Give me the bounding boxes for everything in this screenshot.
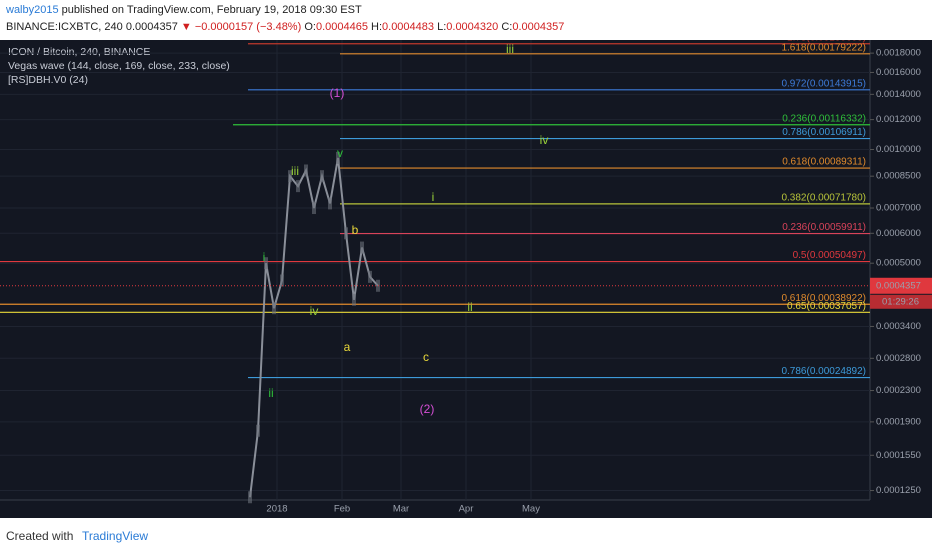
close-value: 0.0004357 xyxy=(512,21,565,33)
fib-label: 0.972(0.00143915) xyxy=(781,78,866,89)
fib-label: 0.786(0.00106911) xyxy=(782,127,866,138)
legend-indicator: Vegas wave (144, close, 169, close, 233,… xyxy=(8,60,230,72)
last-price-tag xyxy=(870,277,932,294)
fib-label: 0.382(0.00071780) xyxy=(781,193,866,204)
footer: Created with TradingView xyxy=(0,518,932,550)
price-candle xyxy=(320,170,324,183)
change: ▼ −0.0000157 (−3.48%) xyxy=(180,21,302,33)
wave-label: iii xyxy=(506,42,514,56)
wave-label: iv xyxy=(540,133,549,147)
y-tick-label: 0.0002800 xyxy=(876,353,921,364)
low: L: xyxy=(437,21,447,33)
y-tick-label: 0.0003400 xyxy=(876,321,921,332)
brand[interactable]: TradingView xyxy=(82,529,149,543)
y-tick-label: 0.0014000 xyxy=(876,89,921,100)
fib-label: 0.5(0.00050497) xyxy=(793,250,866,261)
price-candle xyxy=(248,491,252,504)
fib-label: 0.786(0.00024892) xyxy=(781,366,866,377)
wave-label: a xyxy=(344,340,351,354)
wave-label: (1) xyxy=(330,86,345,100)
price-candle xyxy=(368,270,372,283)
fib-label: 0.618(0.00089311) xyxy=(782,157,866,168)
wave-label: i xyxy=(432,190,435,204)
y-tick-label: 0.0012000 xyxy=(876,114,921,125)
y-tick-label: 0.0002300 xyxy=(876,385,921,396)
wave-label: v xyxy=(337,146,343,160)
fib-label: 0.618(0.00038922) xyxy=(781,293,866,304)
y-tick-label: 0.0001550 xyxy=(876,450,921,461)
fib-label: 0.236(0.00116332) xyxy=(782,113,866,124)
close: C: xyxy=(501,21,513,33)
price-candle xyxy=(264,257,268,270)
low-value: 0.0004320 xyxy=(446,21,499,33)
header: walby2015 published on TradingView.com, … xyxy=(0,0,932,40)
x-tick-label: May xyxy=(522,504,540,515)
x-tick-label: Feb xyxy=(334,504,350,515)
published: published on TradingView.com, February 1… xyxy=(61,4,362,16)
price-candle xyxy=(312,202,316,215)
price-candle xyxy=(360,241,364,254)
wave-label: (2) xyxy=(420,402,435,416)
fib-label: 1.75(0.00190609) xyxy=(787,40,866,43)
price-candle xyxy=(296,180,300,193)
timer-tag xyxy=(870,294,932,309)
y-tick-label: 0.0008500 xyxy=(876,171,921,182)
fib-label: 0.65(0.00037057) xyxy=(787,301,866,312)
x-tick-label: Apr xyxy=(459,504,474,515)
y-tick-label: 0.0010000 xyxy=(876,144,921,155)
y-tick-label: 0.0018000 xyxy=(876,48,921,59)
chart: ICON / Bitcoin, 240, BINANCE Vegas wave … xyxy=(0,40,932,518)
wave-label: ii xyxy=(467,300,472,314)
fib-label: 1.618(0.00179222) xyxy=(781,42,866,53)
price-candle xyxy=(336,151,340,164)
publish-line: walby2015 published on TradingView.com, … xyxy=(6,4,362,16)
y-tick-label: 0.0007000 xyxy=(876,203,921,214)
price-candle xyxy=(256,424,260,437)
price-candle xyxy=(288,170,292,183)
last-price-label: 0.0004357 xyxy=(876,280,921,291)
price-candle xyxy=(344,227,348,240)
high-value: 0.0004483 xyxy=(382,21,435,33)
x-tick-label: Mar xyxy=(393,504,409,515)
x-tick-label: 2018 xyxy=(266,504,287,515)
wave-label: i xyxy=(263,250,266,264)
wave-label: iv xyxy=(310,304,319,318)
price-candle xyxy=(304,164,308,177)
author[interactable]: walby2015 xyxy=(6,4,59,16)
wave-label: b xyxy=(352,223,359,237)
quote-line: BINANCE:ICXBTC, 240 0.0004357 ▼ −0.00001… xyxy=(6,21,564,33)
price-candle xyxy=(280,274,284,287)
created-with: Created with xyxy=(6,529,74,543)
open-value: 0.0004465 xyxy=(315,21,368,33)
y-tick-label: 0.0016000 xyxy=(876,67,921,78)
timer-label: 01:29:26 xyxy=(882,296,919,307)
price-candle xyxy=(352,293,356,306)
price-candle xyxy=(272,302,276,315)
last: 0.0004357 xyxy=(125,21,178,33)
symbol: BINANCE:ICXBTC, 240 xyxy=(6,21,123,33)
fib-label: 0.236(0.00059911) xyxy=(782,222,866,233)
y-tick-label: 0.0006000 xyxy=(876,228,921,239)
y-tick-label: 0.0005000 xyxy=(876,258,921,269)
wave-label: ii xyxy=(268,386,273,400)
high: H: xyxy=(371,21,383,33)
legend-indicator: [RS]DBH.V0 (24) xyxy=(8,74,88,86)
y-tick-label: 0.0001250 xyxy=(876,485,921,496)
legend-symbol: ICON / Bitcoin, 240, BINANCE xyxy=(8,46,150,58)
y-tick-label: 0.0001900 xyxy=(876,416,921,427)
price-candle xyxy=(328,197,332,210)
wave-label: c xyxy=(423,350,429,364)
open: O: xyxy=(304,21,316,33)
wave-label: iii xyxy=(291,164,299,178)
